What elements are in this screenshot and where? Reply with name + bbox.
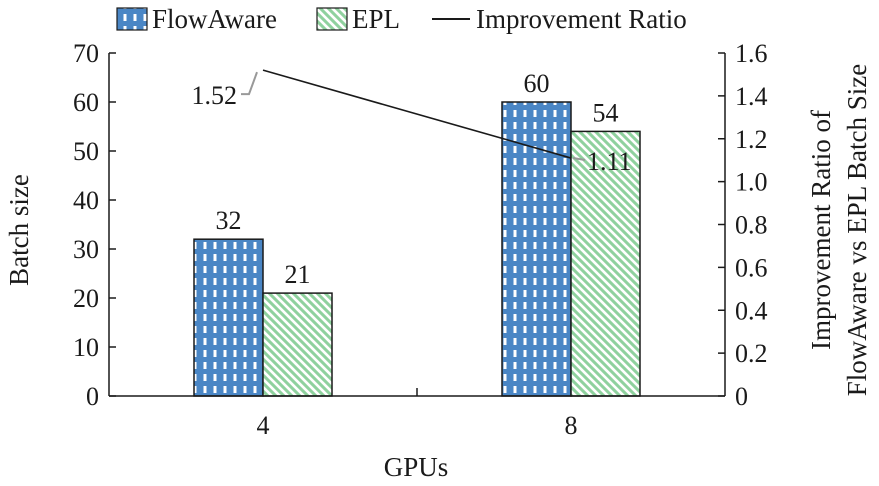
ratio-leader-1	[241, 71, 258, 96]
y-tick-label-0: 0	[86, 382, 99, 411]
y-axis-title: Batch size	[4, 174, 34, 286]
ratio-label-1: 1.52	[192, 81, 238, 110]
y-tick-label-50: 50	[73, 137, 99, 166]
y2-tick-label-0.6: 0.6	[735, 253, 768, 282]
y2-tick-label-0.4: 0.4	[735, 296, 768, 325]
bars-layer	[193, 101, 641, 397]
y2-tick-label-0: 0	[735, 382, 748, 411]
legend-label-flowaware: FlowAware	[152, 4, 277, 34]
y2-axis-title-line-1: Improvement Ratio of	[806, 110, 836, 350]
y-tick-label-10: 10	[73, 333, 99, 362]
value-label-flowaware-8: 60	[524, 69, 550, 98]
bar-epl-4	[262, 292, 333, 397]
legend-label-epl: EPL	[352, 4, 400, 34]
y-tick-label-60: 60	[73, 88, 99, 117]
y-tick-label-40: 40	[73, 186, 99, 215]
y2-tick-label-0.2: 0.2	[735, 339, 768, 368]
y-tick-label-30: 30	[73, 235, 99, 264]
ratio-leader-2	[572, 157, 586, 162]
value-label-epl-8: 54	[593, 98, 619, 127]
value-label-flowaware-4: 32	[216, 206, 242, 235]
ratio-line-layer	[241, 69, 586, 162]
legend-label-improvement: Improvement Ratio	[476, 4, 687, 34]
x-tick-label-8: 8	[565, 411, 578, 440]
x-tick-label-4: 4	[257, 411, 270, 440]
legend: FlowAware EPL Improvement Ratio	[116, 4, 687, 34]
data-labels-layer: 32 21 60 54 1.52 1.11	[192, 69, 632, 289]
y-tick-label-70: 70	[73, 39, 99, 68]
y2-axis-title-line-2: FlowAware vs EPL Batch Size	[842, 64, 872, 396]
legend-swatch-epl	[316, 7, 348, 31]
y2-tick-label-1.4: 1.4	[735, 82, 768, 111]
bar-flowaware-4	[193, 238, 264, 397]
value-label-epl-4: 21	[285, 260, 311, 289]
y2-tick-label-0.8: 0.8	[735, 211, 768, 240]
y2-axis-title: Improvement Ratio of FlowAware vs EPL Ba…	[806, 64, 872, 396]
bar-flowaware-8	[501, 101, 572, 397]
ratio-line	[262, 69, 572, 159]
legend-swatch-flowaware	[116, 7, 148, 31]
y2-tick-label-1.0: 1.0	[735, 168, 768, 197]
y2-tick-label-1.2: 1.2	[735, 125, 768, 154]
y2-tick-label-1.6: 1.6	[735, 39, 768, 68]
x-axis-title: GPUs	[384, 452, 449, 482]
y-tick-label-20: 20	[73, 284, 99, 313]
axes-layer: 4 8 0 10 20 30 40 50 60 70 0 0.2 0.4 0.6 0.8 1.0 1.2 1.4 1…	[73, 39, 768, 440]
ratio-label-2: 1.11	[587, 147, 632, 176]
